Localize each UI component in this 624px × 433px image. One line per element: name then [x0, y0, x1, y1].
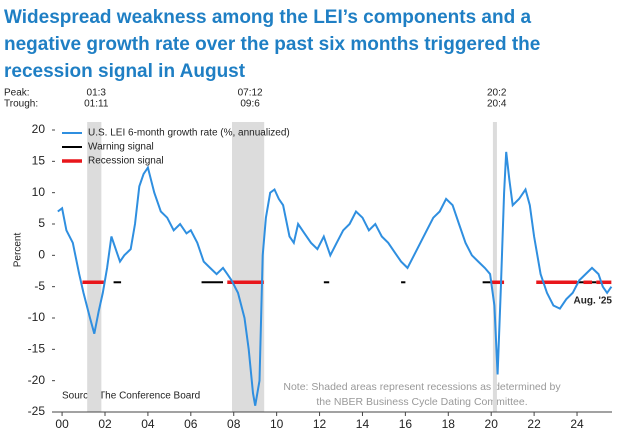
peak-date: 20:2	[487, 88, 507, 99]
x-tick-label: 16	[399, 417, 413, 431]
x-tick-label: 04	[141, 417, 155, 431]
y-tick-label: -25	[28, 404, 46, 418]
y-tick-label: 15	[32, 154, 46, 168]
y-tick-label: 0	[38, 248, 45, 262]
lei-line	[57, 151, 613, 406]
x-tick-label: 00	[55, 417, 69, 431]
x-tick-label: 02	[98, 417, 112, 431]
y-tick-label: -15	[28, 342, 46, 356]
chart-title: recession signal in August	[4, 61, 246, 82]
legend-label: U.S. LEI 6-month growth rate (%, annuali…	[88, 128, 290, 139]
chart-title: negative growth rate over the past six m…	[4, 34, 540, 55]
recession-band	[232, 122, 265, 412]
x-tick-label: 20	[485, 417, 499, 431]
x-tick-label: 24	[570, 417, 584, 431]
source: Source: The Conference Board	[62, 391, 200, 402]
y-tick-label: 5	[38, 216, 45, 230]
x-tick-label: 10	[270, 417, 284, 431]
peak-date: 01:3	[87, 88, 107, 99]
legend-label: Recession signal	[88, 156, 164, 167]
recession-band	[87, 122, 102, 412]
note: the NBER Business Cycle Dating Committee…	[316, 396, 527, 408]
trough-date: 01:11	[84, 99, 109, 110]
x-tick-label: 12	[313, 417, 327, 431]
note: Note: Shaded areas represent recessions …	[283, 381, 561, 393]
x-tick-label: 22	[527, 417, 541, 431]
last-value-label: Aug. '25	[574, 295, 613, 306]
x-tick-label: 14	[356, 417, 370, 431]
trough-date: 09:6	[240, 99, 260, 110]
x-tick-label: 18	[442, 417, 456, 431]
y-tick-label: -5	[34, 279, 45, 293]
peak-date: 07:12	[238, 88, 263, 99]
y-tick-label: -20	[28, 373, 46, 387]
y-tick-label: 20	[32, 122, 46, 136]
x-tick-label: 08	[227, 417, 241, 431]
peak-label: Peak:	[4, 88, 30, 99]
trough-label: Trough:	[4, 99, 38, 110]
y-tick-label: -10	[28, 310, 46, 324]
legend-label: Warning signal	[88, 142, 154, 153]
y-axis-label: Percent	[13, 233, 24, 268]
trough-date: 20:4	[487, 99, 507, 110]
y-tick-label: 10	[32, 185, 46, 199]
chart-title: Widespread weakness among the LEI’s comp…	[4, 7, 531, 28]
recession-band	[492, 122, 497, 412]
x-tick-label: 06	[184, 417, 198, 431]
